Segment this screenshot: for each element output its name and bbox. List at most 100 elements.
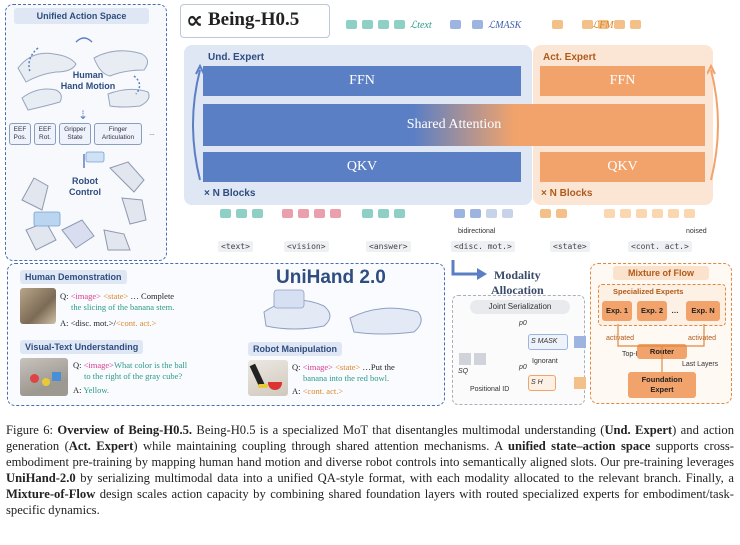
question-text-2: the slicing of the banana stem.: [71, 302, 175, 312]
disc-motion-token: [486, 209, 497, 218]
disc-motion-token: [470, 209, 481, 218]
answer-token: [362, 209, 373, 218]
answer-text: Yellow.: [83, 385, 110, 395]
joint-serialization-title: Joint Serialization: [470, 300, 570, 314]
output-text-token: [394, 20, 405, 29]
human-demo-question: Q: <image> <state> … Complete the slicin…: [60, 291, 260, 313]
output-token-row: [346, 6, 706, 42]
und-qkv-block: QKV: [203, 152, 521, 182]
input-token-row: [206, 209, 706, 223]
robot-arm-illustration: [21, 151, 147, 251]
a-prefix: A:: [73, 385, 84, 395]
vision-token: [330, 209, 341, 218]
text-token: [252, 209, 263, 218]
expert-ellipsis: …: [671, 306, 679, 315]
output-action-token: [582, 20, 593, 29]
noised-label: noised: [686, 228, 707, 235]
act-blocks-label: × N Blocks: [541, 188, 593, 199]
cont-action-token: [604, 209, 615, 218]
sq-box-2: [474, 353, 486, 365]
a-prefix: A:: [60, 318, 71, 328]
output-action-token: [630, 20, 641, 29]
robot-control-label: Robot Control: [69, 176, 101, 197]
foundation-expert-box: Foundation Expert: [628, 372, 696, 398]
shared-attention-block: Shared Attention: [203, 104, 705, 146]
topk-label: Top-K: [622, 351, 641, 358]
und-ffn-block: FFN: [203, 66, 521, 96]
question-text: …Put the: [360, 362, 395, 372]
a-prefix: A:: [292, 386, 303, 396]
visual-text-thumbnail: [20, 358, 68, 396]
model-title: Being-H0.5: [208, 9, 300, 30]
caption-title: Overview of Being-H0.5.: [57, 423, 193, 437]
question-text-2: banana into the red bowl.: [303, 373, 390, 383]
und-blocks-label: × N Blocks: [204, 188, 256, 199]
cont-action-token: [684, 209, 695, 218]
disc-motion-token: [502, 209, 513, 218]
output-text-token: [362, 20, 373, 29]
mixture-of-flow-title: Mixture of Flow: [613, 266, 709, 280]
caption-text-5: by serializing multimodal data into a un…: [75, 471, 734, 485]
state-token: [556, 209, 567, 218]
sq-box: [459, 353, 471, 365]
title-box: [180, 4, 330, 38]
sh-slot-box: S H: [528, 375, 556, 391]
cont-action-tag: <cont. act.>: [302, 386, 344, 396]
cont-action-token: [668, 209, 679, 218]
visual-text-answer: A: Yellow.: [73, 385, 109, 396]
sh-output-box: [574, 377, 586, 389]
token-group-vision: <vision>: [284, 241, 329, 252]
cont-action-token: [652, 209, 663, 218]
token-group-disc-motion: <disc. mot.>: [451, 241, 515, 252]
text-token: [236, 209, 247, 218]
positional-id-label: Positional ID: [470, 386, 510, 393]
mask-output-box: [574, 336, 586, 348]
output-mask-token: [472, 20, 483, 29]
expert-2: Exp. 2: [637, 301, 667, 321]
visual-text-title: Visual-Text Understanding: [20, 340, 144, 354]
vision-token: [298, 209, 309, 218]
q-prefix: Q:: [73, 360, 84, 370]
robot-manip-question: Q: <image> <state> …Put the banana into …: [292, 362, 442, 384]
state-tag: <state>: [103, 291, 129, 301]
sh-slot-label: S H: [531, 379, 543, 386]
slot-eef-pos: EEF Pos.: [9, 123, 31, 145]
cont-action-token: [620, 209, 631, 218]
robot-manip-answer: A: <cont. act.>: [292, 386, 343, 397]
unihand-title: UniHand 2.0: [276, 267, 386, 288]
question-text: What color is the ball: [113, 360, 188, 370]
bidirectional-label: bidirectional: [458, 228, 496, 235]
robot-manip-title: Robot Manipulation: [248, 342, 342, 356]
act-loop-arrow-icon: [707, 63, 719, 181]
human-demo-answer: A: <disc. mot.>/<cont. act.>: [60, 318, 156, 329]
loss-fm-label: ℒFM: [592, 20, 614, 31]
human-demo-title: Human Demonstration: [20, 270, 127, 284]
q-prefix: Q:: [60, 291, 71, 301]
caption-bold-und-expert: Und. Expert: [604, 423, 673, 437]
disc-motion-token: [454, 209, 465, 218]
human-demo-thumbnail: [20, 288, 56, 324]
p0-label-lower: p0: [519, 364, 527, 371]
text-token: [220, 209, 231, 218]
visual-text-question: Q: <image>What color is the ball to the …: [73, 360, 243, 382]
caption-text-2: ) and action generation (: [6, 423, 734, 453]
token-group-cont-action: <cont. act.>: [628, 241, 692, 252]
robot-manip-thumbnail: [248, 360, 288, 396]
mask-slot-box: S MASK: [528, 334, 568, 350]
output-action-token: [614, 20, 625, 29]
slot-gripper-state: Gripper State: [59, 123, 91, 145]
token-group-answer: <answer>: [366, 241, 411, 252]
down-arrow-icon: ⇣: [78, 108, 89, 122]
caption-text-3: ) while maintaining coupling through sha…: [133, 439, 508, 453]
token-group-text: <text>: [218, 241, 253, 252]
mask-slot-label: S MASK: [531, 338, 558, 345]
caption-bold-act-expert: Act. Expert: [68, 439, 134, 453]
expert-n: Exp. N: [686, 301, 720, 321]
image-tag: <image>: [302, 362, 333, 372]
q-prefix: Q:: [292, 362, 303, 372]
image-tag: <image>: [83, 360, 114, 370]
output-action-token: [598, 20, 609, 29]
routing-arrows-icon: [617, 324, 705, 372]
slot-eef-rot: EEF Rot.: [34, 123, 56, 145]
specialized-experts-label: Specialized Experts: [613, 287, 684, 296]
